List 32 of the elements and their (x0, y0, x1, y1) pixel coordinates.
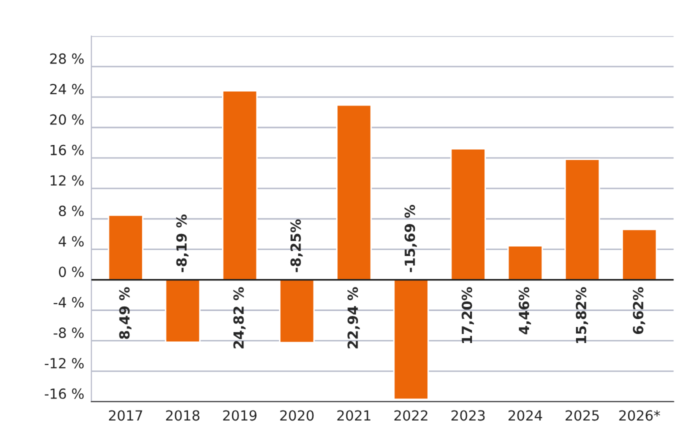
data-label: 17,20% (462, 287, 474, 344)
data-label: 22,94 % (347, 287, 360, 348)
data-label: 15,82% (576, 287, 588, 344)
x-tick-label: 2026* (619, 410, 660, 421)
y-tick-label: 24 % (50, 84, 84, 94)
data-label: -8,25% (290, 219, 303, 272)
x-tick-label: 2023 (451, 410, 485, 421)
y-tick-label: 12 % (50, 175, 84, 186)
y-tick-label: -4 % (54, 297, 84, 308)
x-tick-label: 2024 (508, 410, 542, 421)
y-tick-label: 28 % (50, 53, 84, 64)
x-tick-label: 2021 (337, 410, 370, 421)
data-label: 24,82 % (233, 287, 246, 348)
y-tick-label: 4 % (58, 236, 84, 247)
y-tick-label: -16 % (44, 388, 84, 399)
y-tick-label: 0 % (58, 266, 84, 278)
y-tick-label: 16 % (50, 144, 84, 156)
x-tick-label: 2017 (108, 410, 142, 421)
x-tick-label: 2019 (223, 410, 256, 421)
x-tick-label: 2020 (280, 410, 314, 421)
y-tick-label: 8 % (58, 206, 84, 216)
y-tick-label: 20 % (50, 114, 84, 125)
data-label: 8,49 % (119, 287, 132, 339)
x-tick-label: 2018 (166, 410, 200, 421)
data-label: -15,69 % (404, 204, 417, 272)
x-tick-label: 2022 (394, 410, 428, 421)
x-tick-label: 2025 (566, 410, 599, 421)
y-tick-label: -8 % (54, 328, 84, 338)
data-label: -8,19 % (176, 214, 189, 272)
data-label: 4,46% (518, 287, 532, 334)
data-label: 6,62% (632, 287, 646, 334)
y-tick-label: -12 % (44, 358, 84, 368)
